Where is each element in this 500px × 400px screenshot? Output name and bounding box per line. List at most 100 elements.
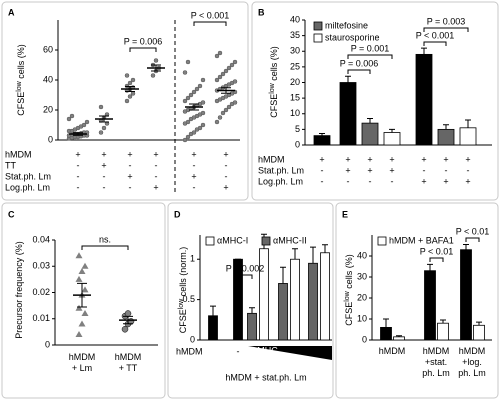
x-tick-label: hMDM +stat. ph. Lm (422, 346, 450, 378)
x-gradient: αMHC (252, 345, 278, 355)
point (124, 98, 130, 104)
point (101, 125, 107, 131)
point (226, 104, 232, 110)
table-row-label: Stat.ph. Lm (5, 171, 51, 181)
point (153, 58, 159, 63)
point (200, 110, 206, 116)
point (185, 134, 191, 140)
x-tick-label-line: ph. Lm (458, 368, 486, 378)
y-axis-label: CFSElow cells (%) (16, 44, 27, 116)
bar (460, 249, 472, 341)
y-tick-label: 0.5 (182, 294, 195, 304)
y-axis-label-part: CFSE (344, 302, 354, 326)
table-cell: + (421, 154, 426, 164)
y-axis-label-part: low (344, 290, 351, 301)
bar (459, 127, 477, 146)
bar (208, 315, 218, 341)
table-row-label: Log.ph. Lm (258, 176, 303, 186)
table-cell: + (367, 165, 372, 175)
bar (339, 82, 357, 146)
panel-frame (1, 1, 249, 201)
y-tick-label: 20 (290, 77, 300, 87)
point (130, 77, 136, 83)
error-bar (421, 47, 427, 55)
bar (308, 262, 318, 341)
sem-bar (99, 115, 109, 123)
table-row-label: TT (5, 160, 16, 170)
panel-letter: A (8, 7, 15, 17)
x-tick-label-line: + TT (119, 363, 138, 373)
table-cell: - (77, 160, 80, 170)
y-tick-label: 0 (190, 334, 195, 344)
point (197, 83, 203, 89)
point (98, 130, 104, 135)
table-cell: + (127, 171, 132, 181)
y-tick-label: 0 (362, 334, 367, 344)
point (200, 100, 206, 105)
error-bar (310, 246, 316, 264)
point (220, 110, 226, 116)
sem-bar (189, 103, 199, 111)
point (75, 331, 83, 337)
x-tick-label-line: ph. Lm (422, 368, 450, 378)
point (232, 59, 238, 65)
error-bar (383, 318, 389, 328)
sem-bar (73, 132, 83, 136)
y-tick-label: 10 (357, 313, 367, 323)
point (217, 50, 223, 56)
error-bar (389, 128, 395, 133)
x-control: - (237, 346, 240, 356)
table-cell: + (421, 176, 426, 186)
gradient-wedge (248, 346, 332, 360)
error-bar (280, 266, 286, 284)
significance-label: P < 0.001 (191, 10, 230, 20)
significance-bracket (347, 54, 393, 59)
bar (278, 283, 288, 341)
error-bar (367, 117, 373, 124)
x-tick-label: hMDM + TT (115, 352, 142, 373)
x-tick-label-line: + Lm (72, 363, 92, 373)
legend-label: staurosporine (325, 32, 380, 42)
point (229, 62, 235, 68)
x-tick-label-line: hMDM (459, 346, 486, 356)
significance-bracket (347, 69, 371, 74)
point (232, 79, 238, 84)
table-cell: - (391, 176, 394, 186)
y-tick-label: 40 (290, 14, 300, 24)
error-bar (427, 263, 433, 271)
point (217, 115, 223, 120)
point (185, 59, 191, 65)
table-cell: + (443, 176, 448, 186)
point (200, 122, 206, 128)
panel-letter: B (258, 7, 265, 17)
error-bar (443, 124, 449, 130)
panel-letter: E (342, 209, 348, 219)
table-cell: - (129, 182, 132, 192)
y-axis-label-part: cells (norm.) (178, 247, 188, 299)
y-tick-label: 0.02 (32, 287, 50, 297)
table-cell: + (191, 149, 196, 159)
y-tick-label: 0.01 (32, 313, 50, 323)
point (127, 80, 133, 86)
table-row-label: hMDM (5, 149, 32, 159)
error-bar (463, 243, 469, 250)
significance-bracket (81, 245, 129, 250)
y-tick-label: 20 (43, 104, 53, 114)
point (78, 268, 86, 274)
significance-bracket (193, 21, 227, 26)
table-cell: + (127, 149, 132, 159)
point (124, 310, 132, 317)
y-axis-label-part: cells (%) (269, 46, 279, 83)
point (217, 74, 223, 80)
sem-bar (151, 64, 161, 72)
significance-label: P < 0.01 (420, 246, 454, 256)
y-tick-label: 60 (43, 44, 53, 54)
table-cell: - (467, 165, 470, 175)
point (232, 100, 238, 105)
bar (415, 53, 433, 146)
x-tick-label: hMDM +log. ph. Lm (458, 346, 486, 378)
legend-swatch (261, 236, 271, 246)
table-cell: + (153, 149, 158, 159)
sem-bar (123, 315, 133, 325)
panel-frame (251, 1, 499, 201)
